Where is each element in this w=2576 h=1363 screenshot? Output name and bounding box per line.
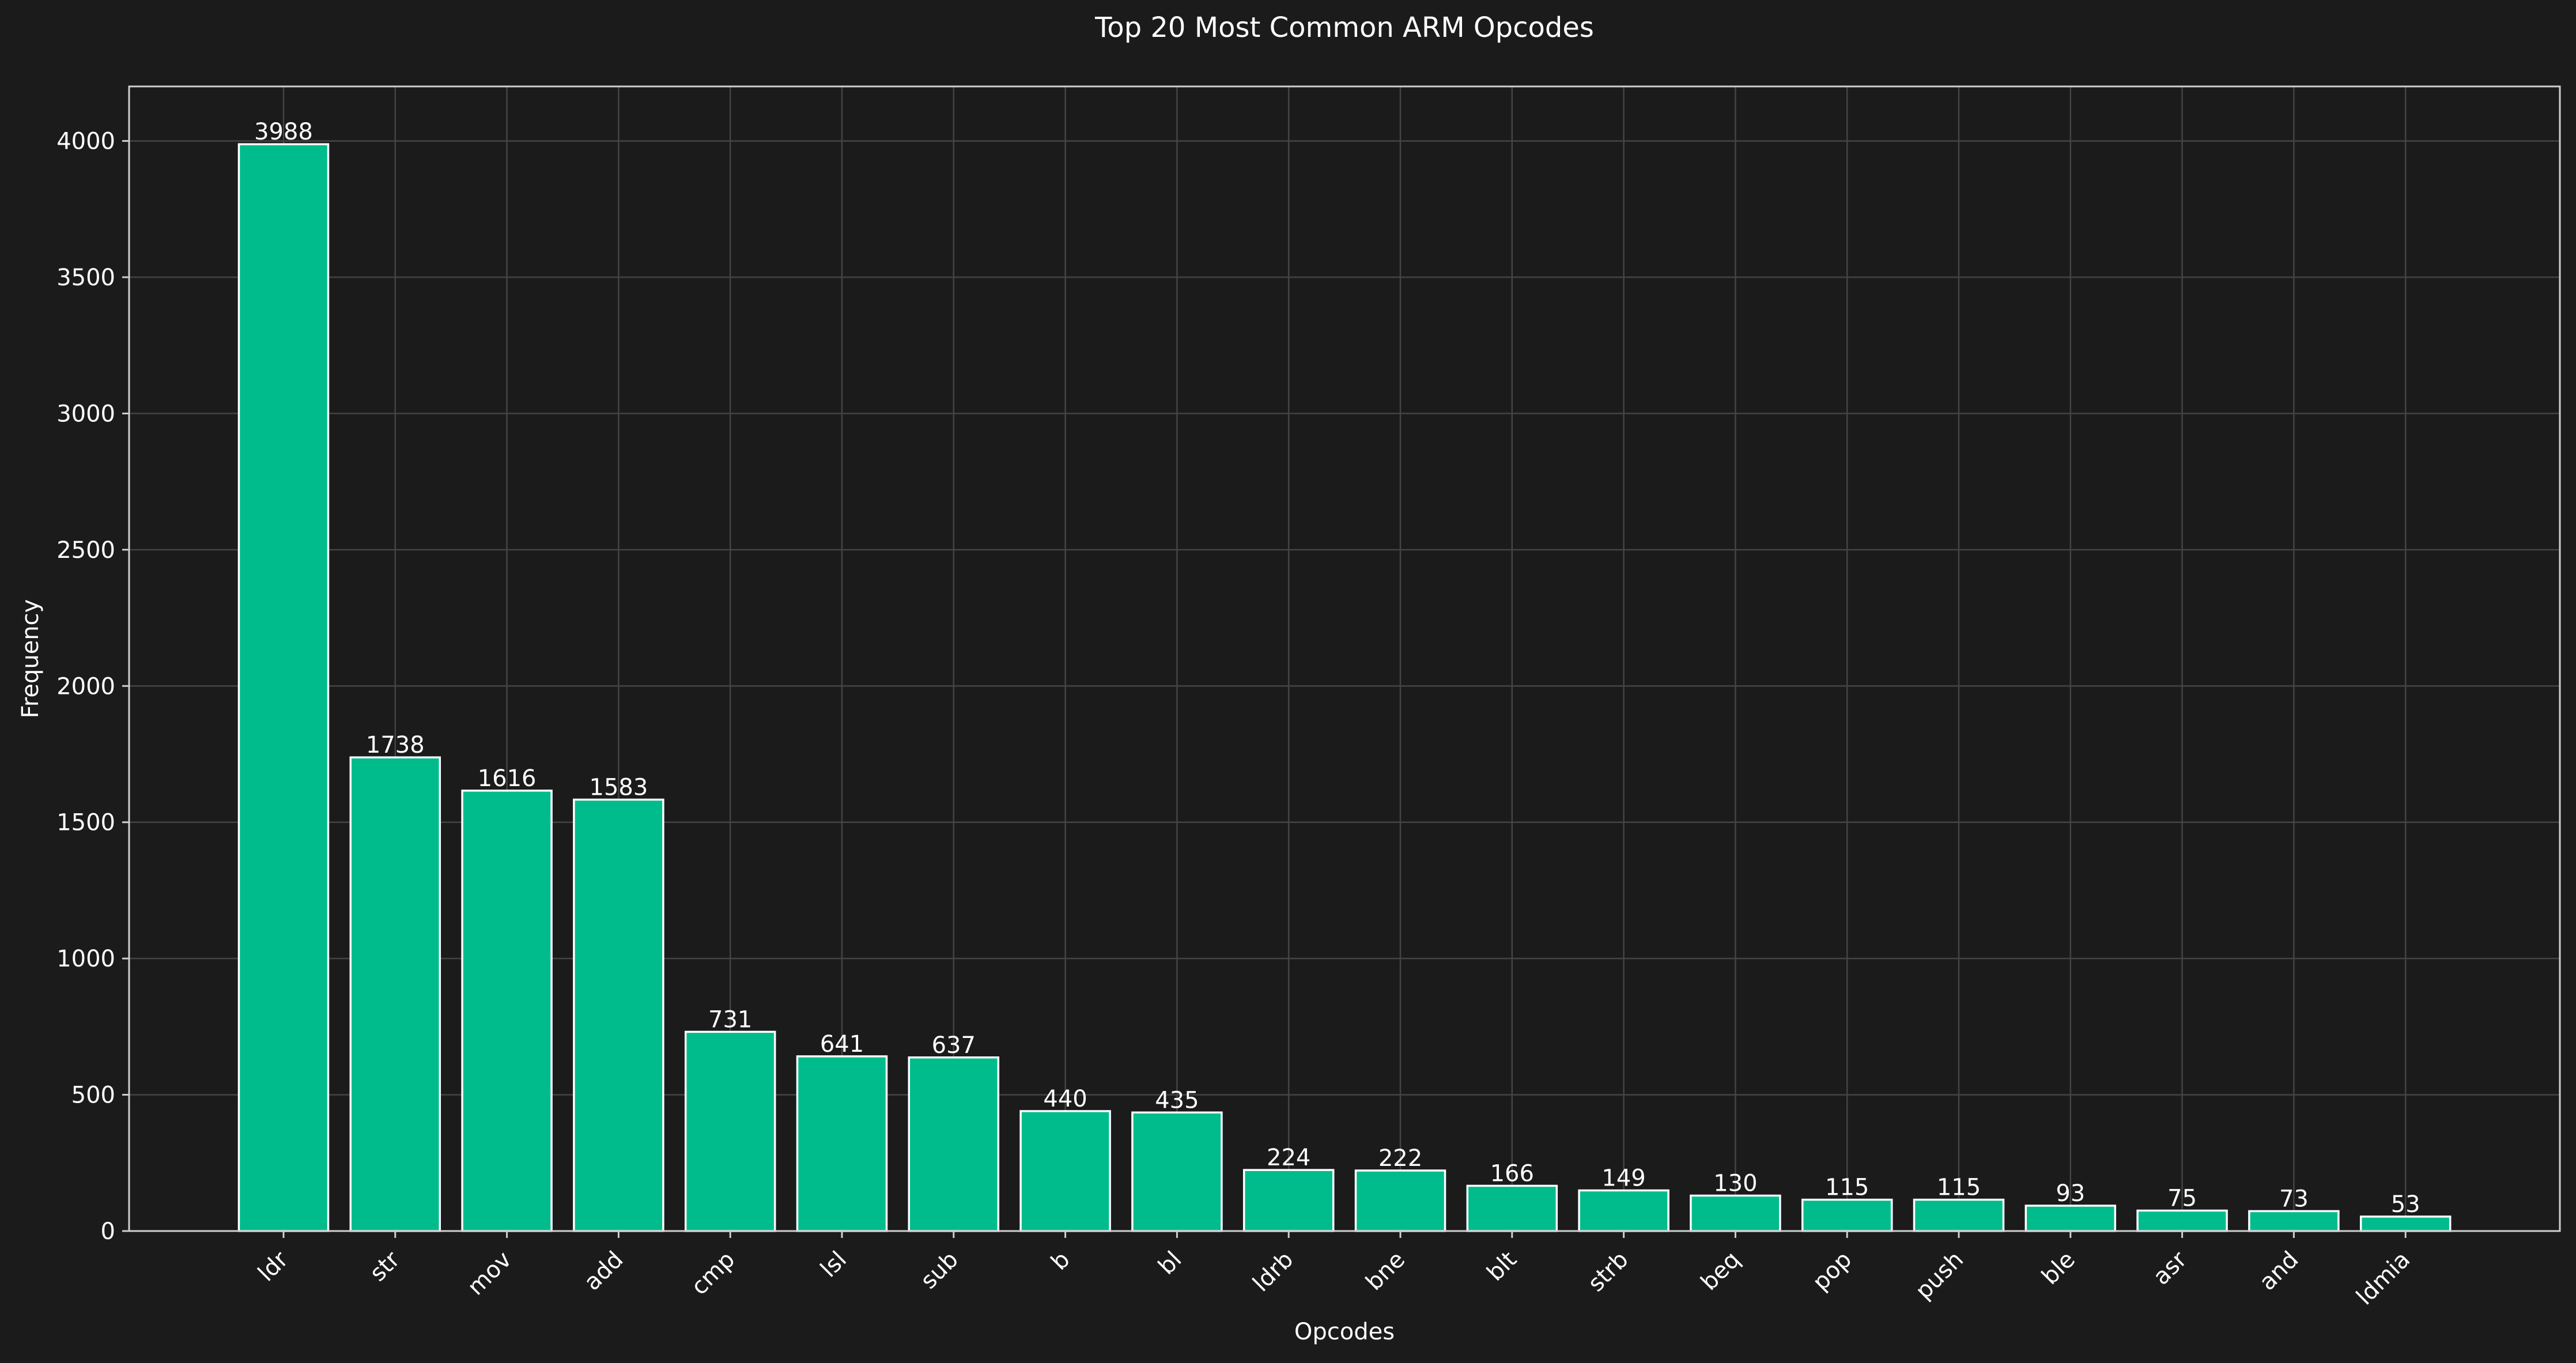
data-label: 731 [708, 1006, 752, 1033]
data-label: 3988 [254, 119, 313, 145]
bar-sub [908, 1056, 1000, 1232]
y-tick-label: 2000 [56, 673, 115, 700]
plot-frame [128, 85, 2561, 1232]
x-axis-label: Opcodes [1294, 1319, 1395, 1345]
bar-beq [1690, 1194, 1781, 1232]
data-label: 440 [1043, 1086, 1087, 1112]
data-label: 149 [1601, 1165, 1645, 1192]
y-tick-label: 3500 [56, 265, 115, 291]
bar-b [1019, 1110, 1111, 1232]
bar-asr [2136, 1209, 2228, 1232]
chart-title: Top 20 Most Common ARM Opcodes [1094, 12, 1594, 44]
bar-cmp [684, 1030, 776, 1232]
y-tick-label: 3000 [56, 401, 115, 427]
bar-mov [461, 790, 553, 1232]
data-label: 641 [820, 1031, 864, 1058]
data-label: 224 [1267, 1145, 1310, 1171]
bar-ble [2024, 1205, 2117, 1232]
bar-pop [1801, 1198, 1893, 1232]
bar-lsl [796, 1055, 888, 1232]
data-label: 115 [1937, 1175, 1981, 1201]
data-label: 53 [2391, 1191, 2420, 1218]
data-label: 1738 [366, 732, 425, 758]
y-tick-label: 0 [101, 1218, 115, 1245]
bar-strb [1578, 1189, 1670, 1232]
data-label: 73 [2279, 1185, 2309, 1212]
y-tick-label: 1000 [56, 946, 115, 972]
bar-add [573, 798, 664, 1232]
bar-bl [1131, 1111, 1223, 1232]
data-label: 75 [2167, 1185, 2197, 1212]
data-label-layer: 3988 1738 1616 1583 731 641 637 440 435 224 222 166… [254, 119, 2420, 1218]
bar-ldrb [1242, 1169, 1335, 1232]
bar-blt [1466, 1184, 1558, 1232]
y-tick-label: 4000 [56, 129, 115, 155]
data-label: 1583 [590, 774, 648, 801]
bar-push [1913, 1198, 2005, 1232]
data-label: 1616 [478, 765, 537, 792]
y-tick-label: 1500 [56, 810, 115, 836]
data-label: 435 [1155, 1087, 1199, 1113]
data-label: 115 [1825, 1175, 1869, 1201]
data-label: 166 [1490, 1161, 1534, 1187]
data-label: 130 [1713, 1171, 1757, 1197]
y-tick-label: 500 [71, 1082, 115, 1109]
bar-ldmia [2359, 1215, 2452, 1232]
data-label: 222 [1378, 1145, 1422, 1172]
bar-bne [1354, 1169, 1446, 1232]
bar-and [2248, 1210, 2340, 1232]
data-label: 93 [2056, 1180, 2085, 1207]
bar-str [349, 756, 441, 1232]
bar-layer [237, 143, 2452, 1232]
y-axis-label: Frequency [17, 599, 44, 719]
data-label: 637 [932, 1032, 976, 1059]
y-tick-label: 2500 [56, 537, 115, 564]
y-axis-ticks: 0 500 1000 1500 2000 2500 3000 3500 4000 [56, 129, 129, 1245]
bar-ldr [237, 143, 330, 1232]
